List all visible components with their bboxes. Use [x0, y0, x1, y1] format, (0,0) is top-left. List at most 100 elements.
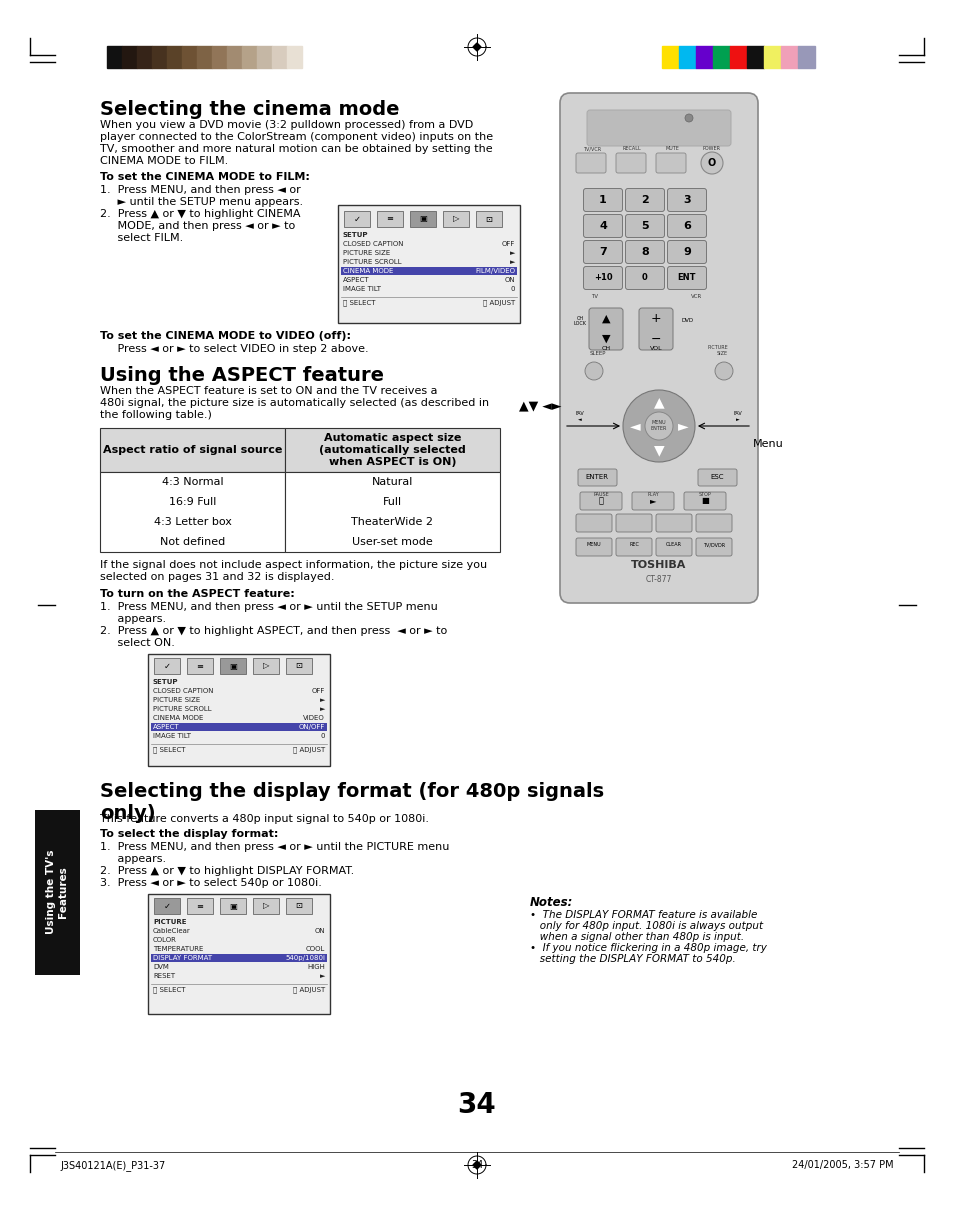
Text: If the signal does not include aspect information, the picture size you: If the signal does not include aspect in… — [100, 559, 487, 570]
Text: Ⓜ SELECT: Ⓜ SELECT — [343, 299, 375, 306]
Text: ⏸: ⏸ — [598, 497, 603, 505]
Text: select ON.: select ON. — [100, 638, 174, 648]
Text: ▣: ▣ — [418, 214, 427, 224]
Text: CLEAR: CLEAR — [665, 543, 681, 547]
Text: ESC: ESC — [709, 474, 723, 480]
Bar — [151, 723, 327, 731]
FancyBboxPatch shape — [625, 241, 664, 264]
Text: PICTURE
SIZE: PICTURE SIZE — [706, 345, 727, 356]
Text: Notes:: Notes: — [530, 896, 573, 909]
Bar — [344, 211, 370, 226]
Text: TV/VCR: TV/VCR — [582, 147, 600, 151]
Text: 6: 6 — [682, 220, 690, 231]
Bar — [148, 894, 330, 1014]
Text: select FILM.: select FILM. — [100, 233, 183, 243]
Bar — [746, 46, 763, 68]
Text: HIGH: HIGH — [307, 964, 325, 970]
FancyBboxPatch shape — [667, 189, 706, 212]
Text: ►: ► — [319, 706, 325, 712]
Text: ⊡: ⊡ — [485, 214, 492, 224]
FancyBboxPatch shape — [698, 469, 737, 486]
Text: ≡: ≡ — [196, 661, 203, 671]
Bar — [286, 899, 312, 914]
Text: 4:3 Normal: 4:3 Normal — [161, 477, 223, 487]
Bar — [661, 46, 679, 68]
Text: PLAY: PLAY — [646, 493, 659, 498]
Text: −: − — [650, 333, 660, 345]
Text: 2.  Press ▲ or ▼ to highlight ASPECT, and then press  ◄ or ► to: 2. Press ▲ or ▼ to highlight ASPECT, and… — [100, 626, 447, 636]
Text: Using the ASPECT feature: Using the ASPECT feature — [100, 366, 384, 385]
Bar — [256, 46, 272, 68]
FancyBboxPatch shape — [576, 538, 612, 556]
Text: ►: ► — [677, 419, 688, 434]
Bar — [182, 46, 196, 68]
Text: CH: CH — [600, 346, 610, 351]
Bar — [285, 472, 499, 552]
Text: PICTURE SCROLL: PICTURE SCROLL — [343, 259, 401, 265]
Bar — [35, 810, 80, 975]
Text: ON: ON — [314, 928, 325, 934]
Bar — [153, 658, 180, 675]
Text: ✓: ✓ — [354, 214, 360, 224]
Bar — [137, 46, 152, 68]
Bar — [253, 658, 278, 675]
Text: O: O — [707, 157, 716, 168]
FancyBboxPatch shape — [667, 241, 706, 264]
Circle shape — [684, 114, 692, 122]
Text: ≡: ≡ — [386, 214, 393, 224]
Text: To set the CINEMA MODE to FILM:: To set the CINEMA MODE to FILM: — [100, 172, 310, 182]
Text: Aspect ratio of signal source: Aspect ratio of signal source — [103, 444, 282, 455]
Text: 1.  Press MENU, and then press ◄ or ► until the PICTURE menu: 1. Press MENU, and then press ◄ or ► unt… — [100, 842, 449, 853]
Text: Press ◄ or ► to select VIDEO in step 2 above.: Press ◄ or ► to select VIDEO in step 2 a… — [100, 344, 368, 354]
Text: 3: 3 — [682, 195, 690, 205]
Text: MUTE: MUTE — [664, 147, 679, 151]
Text: Natural: Natural — [372, 477, 413, 487]
FancyBboxPatch shape — [583, 266, 622, 289]
Text: 1.  Press MENU, and then press ◄ or: 1. Press MENU, and then press ◄ or — [100, 185, 300, 195]
Text: PICTURE: PICTURE — [152, 919, 186, 925]
FancyBboxPatch shape — [586, 110, 730, 147]
Text: 34: 34 — [471, 1160, 482, 1170]
Text: 2.  Press ▲ or ▼ to highlight DISPLAY FORMAT.: 2. Press ▲ or ▼ to highlight DISPLAY FOR… — [100, 866, 354, 876]
Text: +: + — [650, 312, 660, 326]
Text: selected on pages 31 and 32 is displayed.: selected on pages 31 and 32 is displayed… — [100, 572, 335, 582]
Bar — [100, 472, 285, 552]
Text: Full: Full — [382, 497, 401, 507]
FancyBboxPatch shape — [583, 214, 622, 237]
Text: IMAGE TILT: IMAGE TILT — [343, 286, 380, 292]
Text: RESET: RESET — [152, 972, 175, 978]
Text: +10: +10 — [593, 274, 612, 282]
FancyBboxPatch shape — [625, 214, 664, 237]
FancyBboxPatch shape — [667, 266, 706, 289]
Bar — [253, 899, 278, 914]
Bar — [797, 46, 814, 68]
FancyBboxPatch shape — [559, 93, 758, 603]
FancyBboxPatch shape — [656, 513, 691, 532]
Text: •  The DISPLAY FORMAT feature is available: • The DISPLAY FORMAT feature is availabl… — [530, 909, 757, 920]
Polygon shape — [473, 44, 480, 51]
Text: DISPLAY FORMAT: DISPLAY FORMAT — [152, 955, 212, 962]
Bar — [212, 46, 227, 68]
Text: To turn on the ASPECT feature:: To turn on the ASPECT feature: — [100, 589, 294, 599]
FancyBboxPatch shape — [579, 492, 621, 510]
Text: ≡: ≡ — [196, 901, 203, 911]
Text: Selecting the cinema mode: Selecting the cinema mode — [100, 101, 399, 119]
FancyBboxPatch shape — [625, 189, 664, 212]
Text: ▣: ▣ — [229, 901, 236, 911]
Text: DVM: DVM — [152, 964, 169, 970]
Text: ■: ■ — [700, 497, 708, 505]
Bar — [476, 211, 501, 226]
Text: 34: 34 — [457, 1091, 496, 1119]
Text: CableClear: CableClear — [152, 928, 191, 934]
Text: ✓: ✓ — [163, 901, 171, 911]
Bar — [167, 46, 182, 68]
FancyBboxPatch shape — [616, 513, 651, 532]
Text: 9: 9 — [682, 247, 690, 257]
Text: REC: REC — [628, 543, 639, 547]
Text: When the ASPECT feature is set to ON and the TV receives a: When the ASPECT feature is set to ON and… — [100, 386, 437, 396]
Text: Using the TV's
Features: Using the TV's Features — [46, 850, 68, 934]
Bar — [196, 46, 212, 68]
Bar — [410, 211, 436, 226]
Text: 2.  Press ▲ or ▼ to highlight CINEMA: 2. Press ▲ or ▼ to highlight CINEMA — [100, 210, 300, 219]
Bar — [220, 899, 246, 914]
